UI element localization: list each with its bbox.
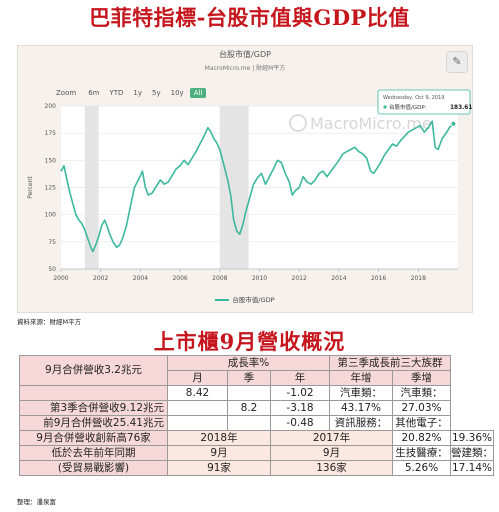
- legend-label: 台股市值/GDP: [232, 296, 275, 304]
- zoom-button-10y[interactable]: 10y: [170, 89, 184, 97]
- y-tick-label: 100: [45, 212, 57, 219]
- x-tick-label: 2010: [252, 275, 267, 282]
- x-tick-label: 2002: [93, 275, 108, 282]
- qoq-value-1: 27.03%: [392, 400, 451, 416]
- yoy-value-3: 5.26%: [392, 460, 451, 476]
- yoy-value-1: 43.17%: [329, 400, 393, 416]
- cell-q3-month: [167, 400, 228, 416]
- cell-sept-quarter: [227, 385, 271, 401]
- chart-title: 台股市值/GDP: [219, 50, 271, 59]
- record-label-2: 低於去年前年同期: [19, 445, 168, 461]
- tooltip-box: [377, 89, 471, 115]
- series-line: [60, 120, 454, 253]
- revenue-table: 9月合併營收3.2兆元 成長率% 第三季成長前三大族群 月 季 年 年增 季增 …: [19, 355, 494, 476]
- row-label-q3: 第3季合併營收9.12兆元: [19, 400, 168, 416]
- qoq-group-1: 汽車類：: [392, 385, 451, 401]
- x-tick-label: 2012: [292, 275, 307, 282]
- x-tick-label: 2000: [53, 275, 68, 282]
- cell-q3-year: -3.18: [270, 400, 330, 416]
- chart-subtitle: MacroMicro.me | 財經M平方: [204, 65, 286, 72]
- infographic-title: 巴菲特指標-台股市值與GDP比值: [89, 5, 410, 30]
- x-tick-label: 2006: [172, 275, 187, 282]
- row-label-spacer: [19, 385, 168, 401]
- zoom-button-6m[interactable]: 6m: [88, 89, 100, 97]
- qoq-value-3: 17.14%: [450, 460, 494, 476]
- zoom-controls: Zoom 6m YTD 1y 5y 10y All: [56, 88, 208, 98]
- legend-swatch: [215, 299, 230, 301]
- top3-header: 第三季成長前三大族群: [329, 355, 451, 371]
- zoom-button-ytd[interactable]: YTD: [109, 89, 124, 97]
- chart-legend[interactable]: 台股市值/GDP: [18, 294, 472, 304]
- qoq-value-2: 19.36%: [450, 430, 494, 446]
- col-qoq: 季增: [392, 370, 451, 386]
- record-y1-value: 91家: [167, 460, 271, 476]
- col-month: 月: [167, 370, 228, 386]
- record-y2-label-2: 9月: [270, 445, 393, 461]
- record-y1-label-2: 9月: [167, 445, 271, 461]
- record-label-1: 9月合併營收創新高76家: [19, 430, 168, 446]
- cell-9m-month: [167, 415, 228, 431]
- revenue-title: 上市櫃9月營收概況: [153, 329, 346, 354]
- row-label-9m: 前9月合併營收25.41兆元: [19, 415, 168, 431]
- growth-header: 成長率%: [167, 355, 330, 371]
- cell-9m-quarter: [227, 415, 271, 431]
- x-tick-label: 2008: [212, 275, 227, 282]
- col-yoy: 年增: [329, 370, 393, 386]
- y-tick-label: 125: [45, 185, 57, 192]
- zoom-label: Zoom: [56, 89, 77, 97]
- zoom-button-1y[interactable]: 1y: [133, 89, 143, 97]
- tooltip-date: Wednesday, Oct 9, 2019: [383, 95, 444, 101]
- col-quarter: 季: [227, 370, 271, 386]
- row-label-sept: 9月合併營收3.2兆元: [19, 355, 168, 386]
- qoq-group-2: 其他電子：: [392, 415, 451, 431]
- record-label-3: (受貿易戰影響): [19, 460, 168, 476]
- y-tick-label: 50: [48, 266, 56, 273]
- record-y1-label-1: 2018年: [167, 430, 271, 446]
- tooltip-series: 台股市值/GDP:: [389, 103, 427, 111]
- yoy-group-1: 汽車類：: [329, 385, 393, 401]
- zoom-button-5y[interactable]: 5y: [152, 89, 161, 97]
- yoy-group-3: 生技醫療：: [392, 445, 451, 461]
- hover-marker: [450, 120, 457, 127]
- editor-credit: 整理：潘泉富: [17, 498, 56, 506]
- x-tick-label: 2018: [411, 275, 426, 282]
- watermark-logo-icon: [289, 114, 307, 132]
- cell-sept-year: -1.02: [270, 385, 330, 401]
- y-tick-label: 200: [45, 103, 57, 110]
- cell-sept-month: 8.42: [167, 385, 228, 401]
- zoom-button-all[interactable]: All: [189, 88, 207, 98]
- tooltip-bullet: [383, 105, 387, 109]
- watermark: MacroMicro.me: [310, 114, 432, 133]
- line-chart: 50 75 100 125 150 175 200 2000 2002 2004 2006 2008 2…: [27, 89, 472, 282]
- col-year: 年: [270, 370, 330, 386]
- qoq-group-3: 營建類：: [450, 445, 494, 461]
- cell-q3-quarter: 8.2: [227, 400, 271, 416]
- record-y2-label-1: 2017年: [270, 430, 393, 446]
- x-tick-label: 2014: [331, 275, 346, 282]
- y-tick-label: 75: [48, 239, 56, 246]
- x-tick-label: 2016: [371, 275, 386, 282]
- y-tick-label: 150: [45, 157, 57, 164]
- edit-pencil-icon[interactable]: ✎: [446, 51, 468, 73]
- yoy-value-2: 20.82%: [392, 430, 451, 446]
- x-tick-label: 2004: [133, 275, 148, 282]
- cell-9m-year: -0.48: [270, 415, 330, 431]
- tooltip-value: 183.61: [450, 105, 472, 111]
- chart-source: 資料來源：財經M平方: [17, 318, 82, 326]
- y-tick-label: 175: [45, 130, 57, 137]
- y-axis-label: Percent: [27, 176, 34, 199]
- record-y2-value: 136家: [270, 460, 393, 476]
- yoy-group-2: 資訊服務：: [329, 415, 393, 431]
- chart-panel: 台股市值/GDP MacroMicro.me | 財經M平方 ✎ Zoom 6m…: [17, 45, 473, 313]
